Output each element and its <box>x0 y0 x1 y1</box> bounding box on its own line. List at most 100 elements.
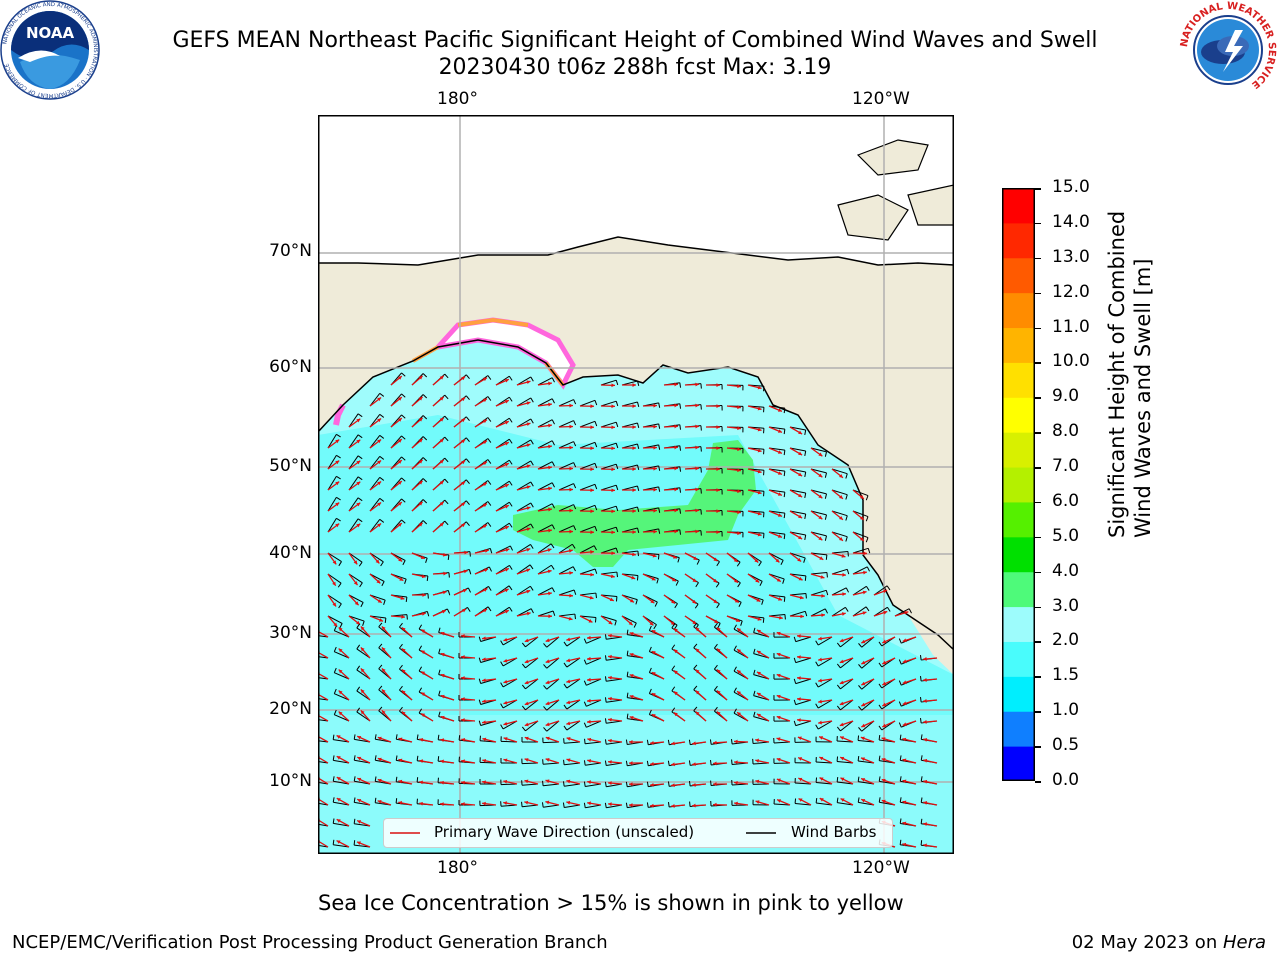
wave-direction-arrowhead <box>569 487 573 492</box>
wave-direction-arrowhead <box>838 537 843 541</box>
wind-barb-flag <box>551 377 555 383</box>
wave-direction-arrowhead <box>400 596 405 600</box>
wind-barb-flag <box>867 548 871 554</box>
wave-direction-arrowhead <box>548 528 552 533</box>
wave-direction-arrowhead <box>673 712 678 717</box>
wave-direction-arrowhead <box>332 581 336 586</box>
wave-direction-arrowhead <box>713 578 718 583</box>
wave-direction-arrow <box>318 693 329 701</box>
wave-direction-arrowhead <box>777 799 782 803</box>
colorbar-tick-mark <box>1035 257 1041 260</box>
wind-barb-flag <box>401 435 406 440</box>
wave-direction-arrowhead <box>777 408 782 412</box>
wave-direction-arrowhead <box>650 782 654 787</box>
wind-barb <box>333 780 350 785</box>
wave-direction-arrowhead <box>526 401 531 406</box>
wind-barb-flag <box>679 466 682 472</box>
wind-barb <box>810 589 827 596</box>
wind-barb-flag <box>646 739 649 745</box>
wind-barb-flag <box>865 537 869 543</box>
wind-barb <box>600 594 617 597</box>
wind-barb-flag <box>824 535 828 541</box>
wind-barb-flag <box>573 525 577 531</box>
wave-direction-arrowhead <box>674 382 678 387</box>
wind-barb-flag <box>713 643 718 649</box>
wave-direction-arrowhead <box>439 459 444 464</box>
wind-barb <box>564 741 581 744</box>
wave-direction-arrowhead <box>335 502 340 507</box>
wind-barb-flag <box>626 650 629 656</box>
wind-barb-flag <box>422 499 428 504</box>
wind-barb <box>752 762 770 765</box>
wave-direction-arrowhead <box>588 619 593 623</box>
wind-barb-flag <box>416 777 419 783</box>
wind-barb-flag <box>815 682 819 688</box>
wind-barb-flag <box>543 664 548 669</box>
colorbar-segment <box>1002 571 1035 608</box>
wind-barb-flag <box>626 629 629 635</box>
wave-direction-arrowhead <box>798 535 803 540</box>
wind-barb-flag <box>858 643 863 648</box>
wave-direction-arrowhead <box>734 739 738 744</box>
wind-barb <box>516 481 532 491</box>
wave-direction-arrowhead <box>632 404 636 408</box>
wave-direction-arrowhead <box>755 738 759 743</box>
wind-barb <box>840 678 854 690</box>
wave-direction-arrowhead <box>650 599 655 604</box>
wind-barb-flag <box>753 690 756 696</box>
wind-barb-flag <box>332 839 335 845</box>
wind-barb <box>522 783 539 786</box>
wave-direction-arrowhead <box>716 530 720 535</box>
wave-direction-arrowhead <box>418 480 423 485</box>
wind-barb-flag <box>920 776 923 782</box>
wind-barb <box>621 485 638 491</box>
wave-direction-arrowhead <box>398 758 403 763</box>
wind-barb-flag <box>422 520 428 525</box>
wave-direction-arrowhead <box>713 802 717 807</box>
wave-direction-arrowhead <box>547 548 552 552</box>
wave-direction-arrowhead <box>629 598 634 603</box>
wind-barb <box>621 527 638 533</box>
wave-direction-arrowhead <box>504 441 509 446</box>
wave-direction-arrowhead <box>861 798 866 803</box>
wind-barb-flag <box>530 460 534 466</box>
wind-barb <box>558 483 574 491</box>
wave-direction-arrowhead <box>608 802 612 807</box>
wave-direction-arrowhead <box>716 383 720 388</box>
wave-direction-arrowhead <box>716 509 720 514</box>
wind-barb <box>521 762 539 765</box>
wind-barb-flag <box>426 575 429 582</box>
wind-barb-flag <box>753 711 756 717</box>
wave-direction-arrowhead <box>336 798 341 802</box>
wave-direction-arrowhead <box>526 611 531 616</box>
wind-barb <box>753 716 770 722</box>
wind-barb-flag <box>594 463 598 469</box>
wind-barb-flag <box>693 622 698 628</box>
wind-barb-flag <box>694 603 699 609</box>
wave-direction-arrowhead <box>923 843 927 848</box>
wave-direction-arrowhead <box>461 523 466 528</box>
wind-barb <box>516 502 532 512</box>
wave-direction-arrowhead <box>590 550 594 554</box>
wind-barb-flag <box>374 755 377 761</box>
wave-direction-arrowhead <box>756 671 761 676</box>
wind-barb-flag <box>530 481 534 487</box>
wave-direction-arrowhead <box>526 464 531 469</box>
chart-subtitle: 20230430 t06z 288h fcst Max: 3.19 <box>438 55 832 80</box>
wave-direction-arrowhead <box>421 671 426 676</box>
wind-barb-flag <box>542 780 544 786</box>
wind-barb <box>356 669 371 680</box>
wind-barb-flag <box>783 450 786 456</box>
wind-barb <box>768 405 785 409</box>
wind-barb-flag <box>667 760 670 766</box>
wave-direction-arrowhead <box>503 737 508 741</box>
wave-direction-legend-label: Primary Wave Direction (unscaled) <box>434 823 695 841</box>
wave-direction-arrowhead <box>375 559 380 564</box>
wind-barb-flag <box>583 722 587 728</box>
wind-barb <box>858 801 875 806</box>
wind-barb-flag <box>604 760 607 766</box>
wind-barb-flag <box>426 611 430 617</box>
wind-barb-flag <box>332 776 335 782</box>
wave-direction-arrowhead <box>397 376 402 380</box>
wind-barb-flag <box>543 643 548 648</box>
